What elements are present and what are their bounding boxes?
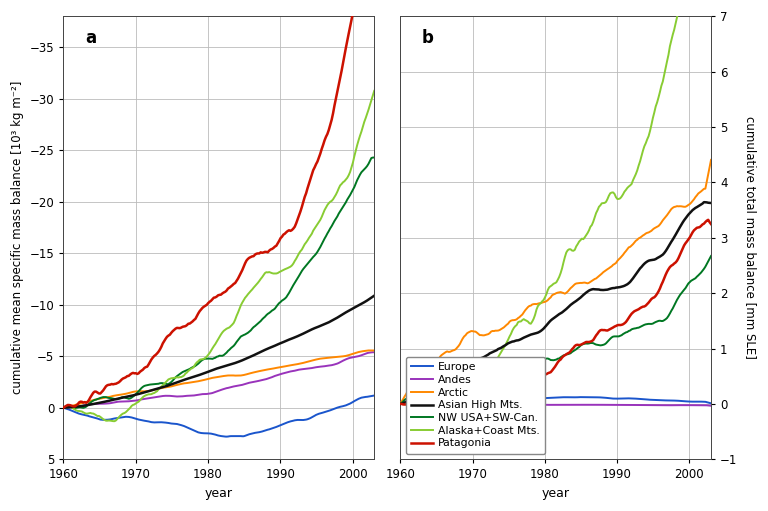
Y-axis label: cumulative total mass balance [mm SLE]: cumulative total mass balance [mm SLE] [744,117,757,359]
X-axis label: year: year [541,487,570,500]
Text: a: a [85,30,96,48]
Text: b: b [422,30,434,48]
X-axis label: year: year [205,487,233,500]
Legend: Europe, Andes, Arctic, Asian High Mts., NW USA+SW-Can., Alaska+Coast Mts., Patag: Europe, Andes, Arctic, Asian High Mts., … [406,357,545,454]
Y-axis label: cumulative mean specific mass balance [10³ kg m⁻²]: cumulative mean specific mass balance [1… [11,81,24,394]
